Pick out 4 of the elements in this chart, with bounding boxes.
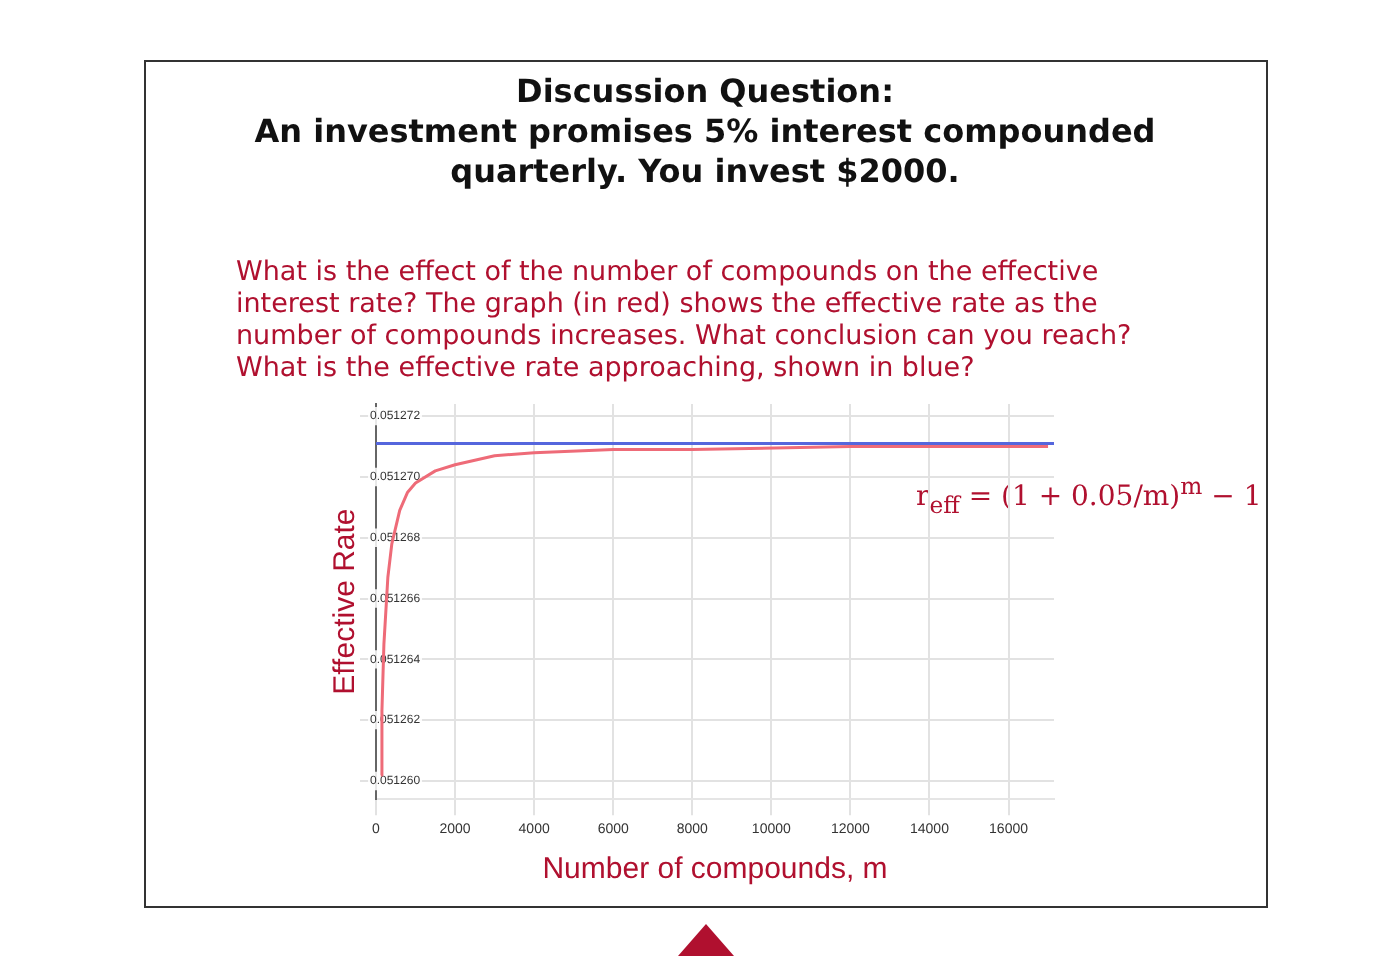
chart-subtitle: What is the effect of the number of compounds on the effective interest rate? The graph (in red) shows the effective rate as the number of compounds increases. What conclusion can you reach? What is the effective rate approaching, shown in blue? (236, 256, 1134, 384)
y-axis-title: Effective Rate (328, 508, 363, 695)
x-axis-title: Number of compounds, m (542, 852, 888, 887)
chart-title: Discussion Question: An investment promises 5% interest compounded quarterly. You invest $2000. (252, 72, 1158, 192)
